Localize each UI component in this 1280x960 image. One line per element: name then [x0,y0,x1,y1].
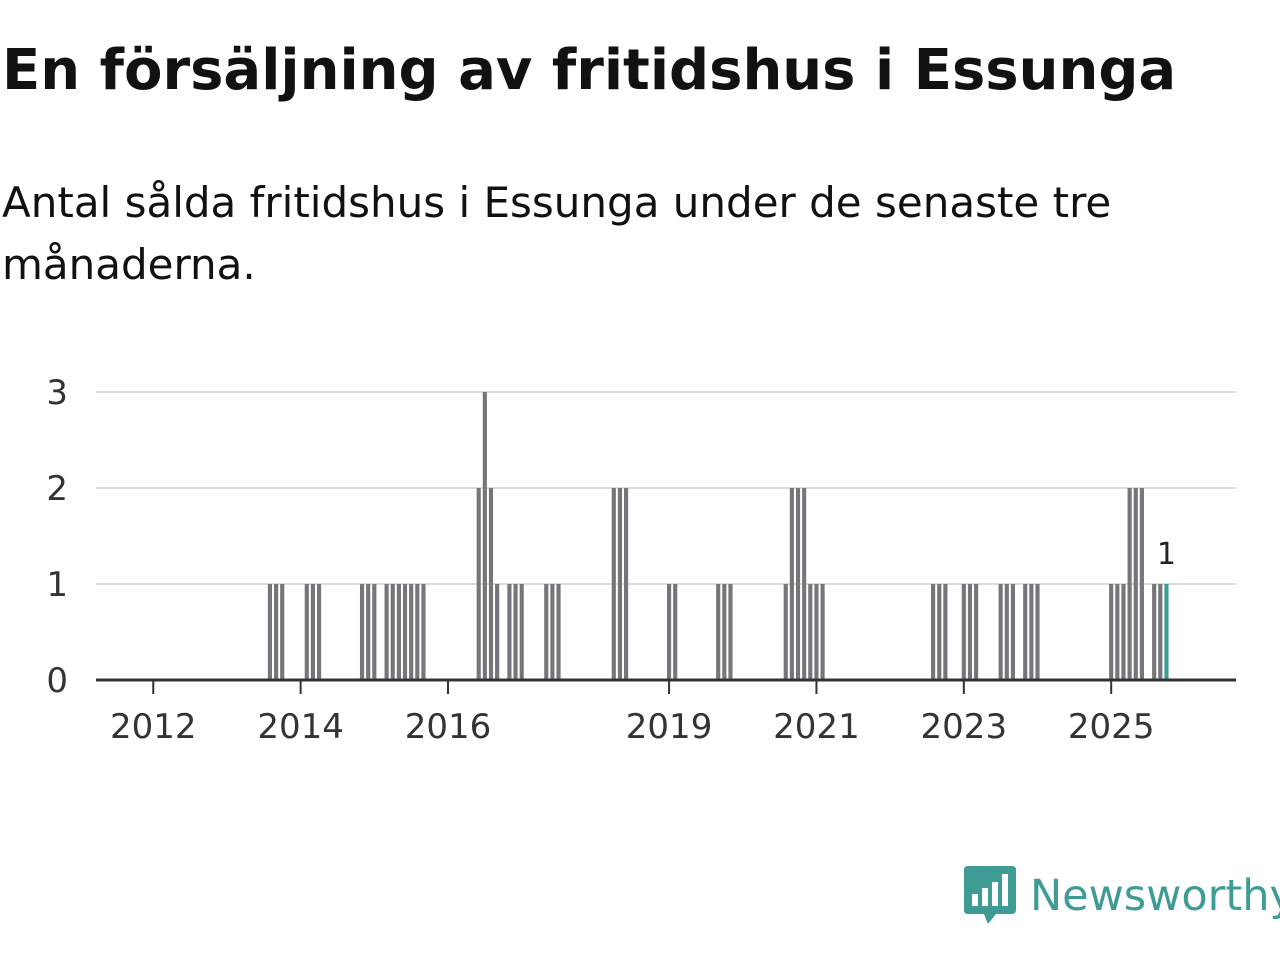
bar [943,584,948,680]
bar [937,584,942,680]
bar [808,584,813,680]
bar [1133,488,1138,680]
bar [728,584,733,680]
bar [550,584,555,680]
bar [802,488,807,680]
bar [267,584,273,680]
x-axis [96,678,1236,694]
y-tick-label: 3 [46,373,68,413]
bar [998,584,1003,680]
bar [1152,584,1157,680]
highlight-bar [1164,584,1169,680]
bar [513,584,518,680]
bar [722,584,727,680]
bar [795,488,801,680]
bar [961,584,966,680]
bar [974,584,979,680]
bar [488,488,494,680]
bar [415,584,420,680]
bar [789,488,794,680]
bar [1121,584,1126,680]
bar [507,584,512,680]
bar [384,584,389,680]
bar [1035,584,1040,680]
bar [617,488,623,680]
bar [931,584,936,680]
bar [716,584,721,680]
bar [280,584,285,680]
bar [611,488,616,680]
x-tick-label: 2021 [773,707,860,747]
bar [1109,584,1114,680]
bar [1023,584,1028,680]
x-tick-label: 2025 [1068,707,1155,747]
bar [544,584,549,680]
bar [359,584,365,680]
bars [267,392,1169,680]
brand-name: Newsworthy [1030,871,1280,921]
y-tick-label: 1 [46,565,68,605]
data-label: 1 [1157,537,1176,572]
bar [304,584,309,680]
bar [310,584,315,680]
x-tick-label: 2016 [405,707,492,747]
bar [495,584,500,680]
bar [783,584,788,680]
bar [1115,584,1120,680]
x-tick-label: 2019 [626,707,713,747]
bar [556,584,561,680]
bar [673,584,678,680]
bar [1004,584,1009,680]
bar [1127,488,1132,680]
gridlines [96,391,1236,585]
bar [402,584,408,680]
bar [274,584,279,680]
newsworthy-logo: Newsworthy [962,864,1280,928]
bar [820,584,825,680]
y-tick-label: 0 [46,661,68,701]
bar [476,488,481,680]
chart-title: En försäljning av fritidshus i Essunga [2,38,1177,103]
bar [1029,584,1034,680]
x-tick-label: 2012 [110,707,197,747]
bar [421,584,426,680]
bar [814,584,819,680]
bar [390,584,395,680]
bar [624,488,629,680]
bar [1139,488,1144,680]
bar [396,584,401,680]
bar [316,584,322,680]
bar [1158,584,1163,680]
bar [1010,584,1016,680]
bar [409,584,414,680]
bar [967,584,973,680]
bar-chart: 0 1 2 3 2012 2014 2016 2019 2021 2023 2025 1 [46,373,1236,747]
bar [372,584,377,680]
bar [519,584,524,680]
y-tick-label: 2 [46,469,68,509]
tick-labels: 0 1 2 3 2012 2014 2016 2019 2021 2023 2025 1 [46,373,1176,747]
x-tick-label: 2014 [257,707,344,747]
x-tick-label: 2023 [921,707,1008,747]
newsworthy-logo-icon [964,866,1016,924]
bar [366,584,371,680]
bar [667,584,672,680]
chart-subtitle: Antal sålda fritidshus i Essunga under d… [2,178,1112,289]
bar [482,392,487,680]
